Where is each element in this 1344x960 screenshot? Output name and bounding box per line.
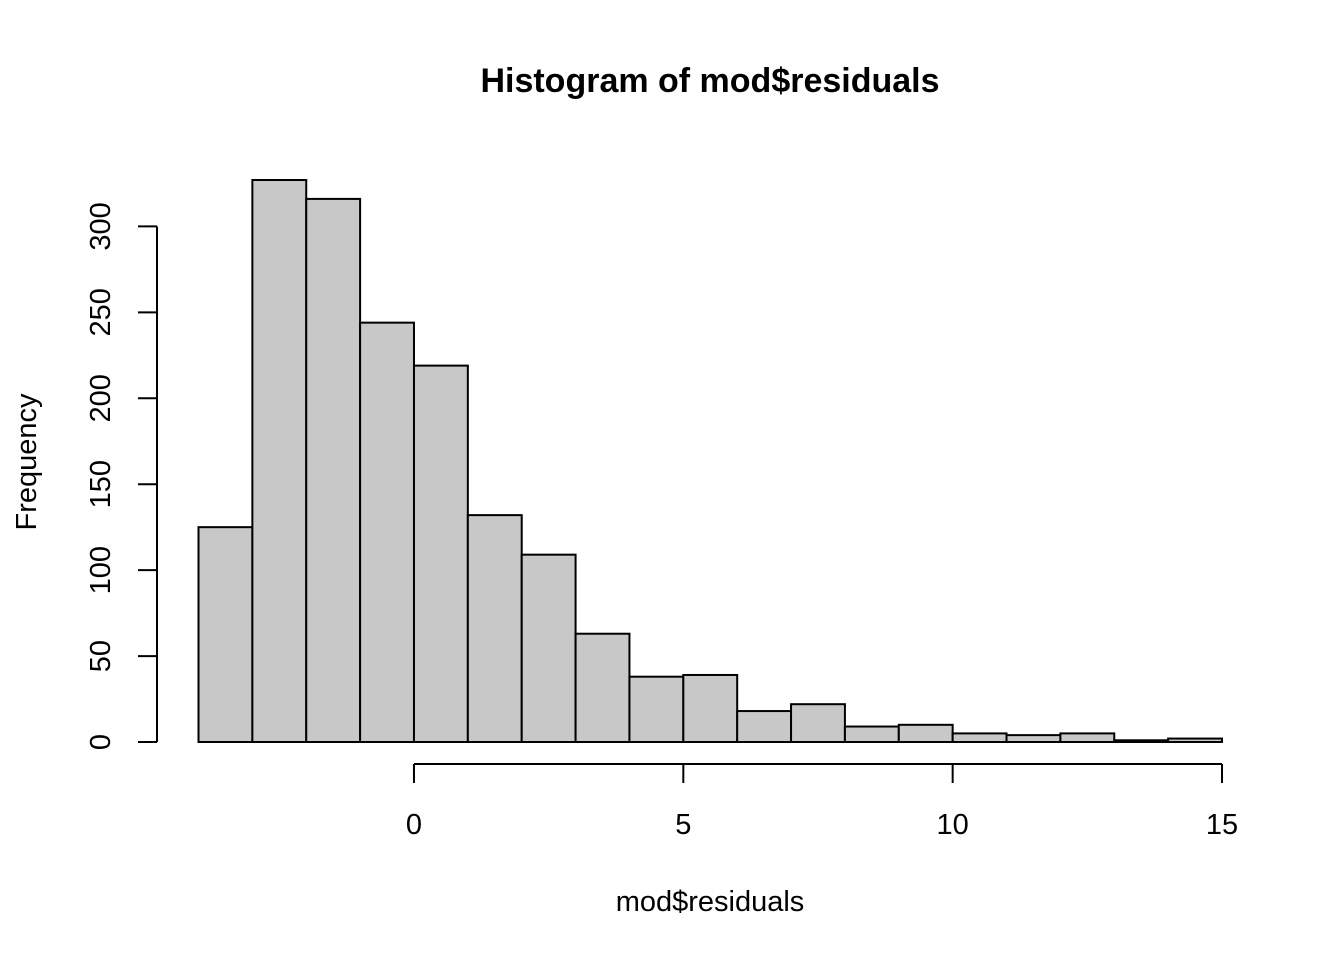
histogram-bar-4 [412, 364, 469, 743]
y-tick-label-300: 300 [85, 202, 117, 250]
y-tick-label-50: 50 [85, 640, 117, 672]
histogram-bar-16 [1059, 732, 1116, 744]
histogram-bar-7 [574, 632, 631, 744]
histogram-bar-0 [197, 526, 254, 744]
histogram-bar-15 [1005, 734, 1062, 743]
x-tick-label-5: 5 [675, 809, 691, 841]
y-tick-label-250: 250 [85, 288, 117, 336]
histogram-bar-2 [305, 197, 362, 743]
y-axis-label: Frequency [11, 393, 43, 531]
y-tick-label-100: 100 [85, 546, 117, 594]
chart-title: Histogram of mod$residuals [480, 62, 939, 100]
histogram-bar-3 [359, 321, 415, 743]
y-tick-label-150: 150 [85, 460, 117, 508]
y-tick-label-200: 200 [85, 374, 117, 422]
histogram-bar-11 [790, 703, 846, 743]
histogram-bar-5 [466, 514, 523, 744]
histogram-bar-10 [736, 710, 793, 743]
histogram-bar-18 [1167, 737, 1224, 743]
x-tick-label-10: 10 [937, 809, 969, 841]
x-axis-label: mod$residuals [616, 886, 805, 918]
histogram-bar-12 [843, 725, 900, 743]
histogram-bar-8 [628, 675, 685, 743]
x-tick-label-0: 0 [406, 809, 422, 841]
histogram-bar-6 [520, 553, 577, 744]
histogram-bar-1 [251, 179, 308, 743]
histogram-bar-14 [951, 732, 1008, 744]
y-axis: 0 50 100 150 200 250 300 [85, 202, 158, 750]
x-axis: 0 5 10 15 [406, 763, 1238, 841]
bars-group [197, 179, 1224, 744]
histogram-bar-9 [682, 673, 739, 743]
histogram-bar-17 [1113, 739, 1170, 744]
y-tick-label-0: 0 [85, 734, 117, 750]
x-tick-label-15: 15 [1206, 809, 1238, 841]
histogram-bar-13 [897, 723, 954, 744]
